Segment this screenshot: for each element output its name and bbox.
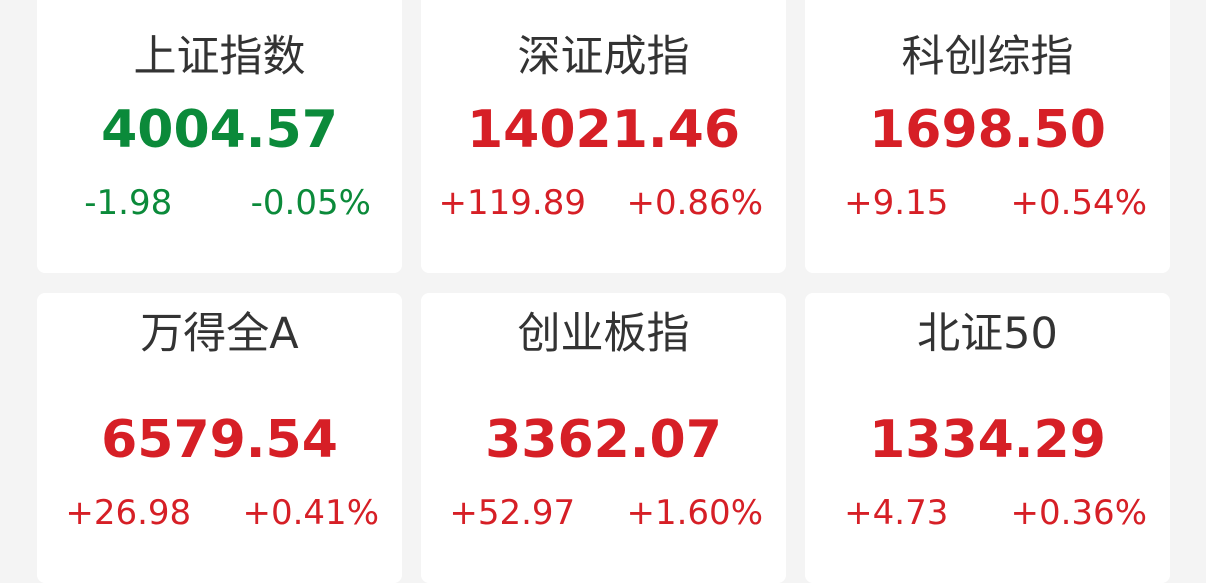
index-change: +52.97: [449, 493, 576, 533]
index-value: 14021.46: [466, 100, 741, 160]
index-name: 万得全A: [140, 309, 299, 359]
index-change: +4.73: [844, 493, 949, 533]
index-change-percent: +0.54%: [1010, 183, 1148, 223]
index-value: 1698.50: [869, 100, 1106, 160]
index-card[interactable]: 北证50 1334.29 +4.73 +0.36%: [805, 293, 1170, 583]
index-name: 深证成指: [517, 32, 690, 82]
index-card[interactable]: 万得全A 6579.54 +26.98 +0.41%: [37, 293, 402, 583]
index-change-percent: +0.36%: [1010, 493, 1148, 533]
index-change-percent: +0.41%: [242, 493, 380, 533]
index-change: +26.98: [65, 493, 192, 533]
index-card[interactable]: 创业板指 3362.07 +52.97 +1.60%: [421, 293, 786, 583]
index-name: 北证50: [917, 309, 1058, 359]
index-value: 4004.57: [101, 100, 338, 160]
index-name: 科创综指: [901, 32, 1074, 82]
index-change-percent: +1.60%: [626, 493, 764, 533]
index-value: 1334.29: [869, 410, 1106, 470]
index-change: -1.98: [84, 183, 173, 223]
index-change-percent: +0.86%: [626, 183, 764, 223]
index-card[interactable]: 深证成指 14021.46 +119.89 +0.86%: [421, 0, 786, 273]
index-change: +119.89: [438, 183, 586, 223]
index-card[interactable]: 上证指数 4004.57 -1.98 -0.05%: [37, 0, 402, 273]
index-change: +9.15: [844, 183, 949, 223]
index-value: 6579.54: [101, 410, 338, 470]
index-card[interactable]: 科创综指 1698.50 +9.15 +0.54%: [805, 0, 1170, 273]
index-name: 上证指数: [133, 32, 306, 82]
index-change-percent: -0.05%: [250, 183, 371, 223]
index-name: 创业板指: [517, 309, 690, 359]
index-value: 3362.07: [485, 410, 722, 470]
